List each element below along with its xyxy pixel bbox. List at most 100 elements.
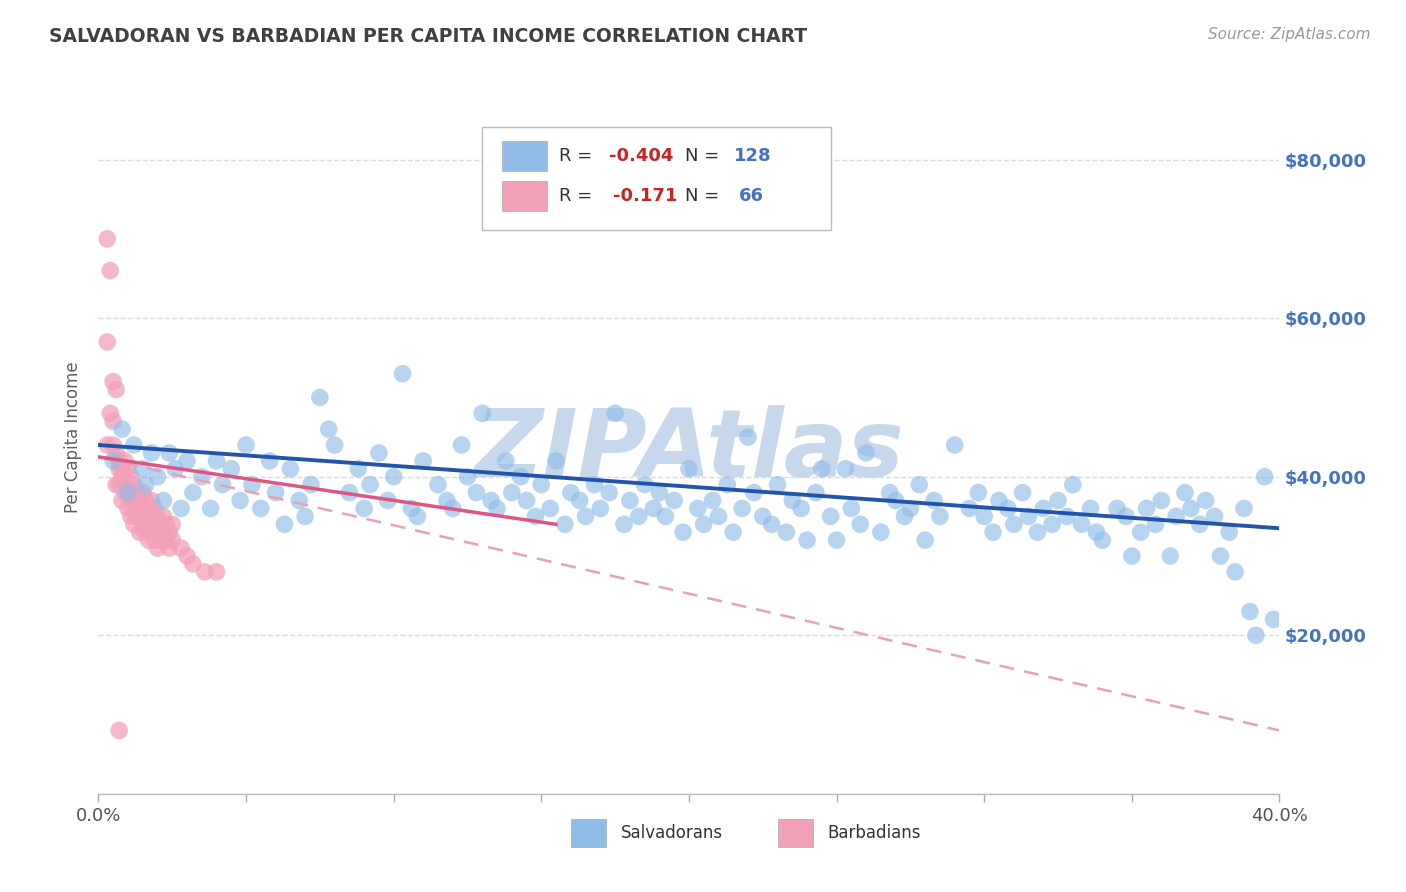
Point (120, 469, 142, 483)
Point (143, 501, 166, 516)
Point (288, 493, 311, 508)
Point (120, 509, 142, 524)
Point (157, 446, 180, 460)
Point (280, 462, 302, 476)
Point (643, 501, 665, 516)
Point (128, 509, 150, 524)
FancyBboxPatch shape (502, 141, 547, 171)
Point (264, 485, 287, 500)
Point (524, 509, 547, 524)
Point (117, 462, 139, 476)
Point (111, 462, 134, 476)
Point (157, 541, 180, 555)
Point (1002, 517, 1025, 532)
Point (412, 454, 434, 468)
Point (1121, 549, 1143, 563)
Point (105, 383, 128, 397)
Point (250, 501, 273, 516)
Point (194, 565, 217, 579)
Point (103, 414, 125, 428)
Point (1129, 525, 1152, 540)
Point (1011, 485, 1033, 500)
Point (1209, 549, 1232, 563)
Text: Barbadians: Barbadians (827, 824, 921, 842)
Point (1159, 549, 1181, 563)
Point (766, 477, 789, 491)
Text: SALVADORAN VS BARBADIAN PER CAPITA INCOME CORRELATION CHART: SALVADORAN VS BARBADIAN PER CAPITA INCOM… (49, 27, 807, 45)
Point (973, 509, 995, 524)
Point (108, 462, 131, 476)
Point (240, 477, 263, 491)
Point (1195, 493, 1218, 508)
Point (401, 501, 423, 516)
Point (108, 454, 131, 468)
Point (347, 462, 370, 476)
Point (108, 477, 131, 491)
Point (170, 541, 193, 555)
Point (1233, 501, 1256, 516)
Text: -0.404: -0.404 (609, 147, 673, 165)
Point (181, 557, 204, 571)
FancyBboxPatch shape (482, 127, 831, 230)
Point (141, 525, 163, 540)
Point (157, 525, 180, 540)
Point (117, 485, 139, 500)
Point (299, 477, 322, 491)
Point (457, 469, 479, 483)
Point (98, 406, 121, 420)
Point (149, 517, 172, 532)
Point (465, 485, 488, 500)
Point (672, 525, 695, 540)
Point (146, 541, 169, 555)
Point (191, 469, 214, 483)
Point (988, 493, 1011, 508)
Point (427, 477, 450, 491)
Text: Salvadorans: Salvadorans (620, 824, 723, 842)
Point (1040, 517, 1063, 532)
Point (176, 549, 198, 563)
Y-axis label: Per Capita Income: Per Capita Income (65, 361, 83, 513)
Point (114, 477, 136, 491)
FancyBboxPatch shape (571, 819, 606, 847)
Point (501, 485, 523, 500)
Point (914, 533, 936, 548)
Point (122, 517, 145, 532)
Text: ZIPAtlas: ZIPAtlas (474, 405, 904, 498)
Point (943, 438, 966, 452)
Point (716, 477, 738, 491)
Point (825, 533, 848, 548)
Text: Source: ZipAtlas.com: Source: ZipAtlas.com (1208, 27, 1371, 42)
Point (235, 438, 257, 452)
Point (117, 485, 139, 500)
Point (654, 509, 676, 524)
Point (790, 501, 813, 516)
Point (1254, 469, 1277, 483)
Point (96, 334, 118, 349)
Point (155, 533, 177, 548)
Point (1062, 477, 1084, 491)
Text: -0.171: -0.171 (613, 187, 678, 205)
Point (627, 509, 650, 524)
Point (546, 454, 568, 468)
Point (775, 525, 797, 540)
Point (259, 454, 281, 468)
Point (605, 406, 627, 420)
Point (1032, 501, 1054, 516)
Point (96, 232, 118, 246)
Point (554, 517, 576, 532)
Point (583, 477, 606, 491)
Point (132, 485, 155, 500)
Point (105, 446, 128, 460)
Point (598, 485, 620, 500)
Point (125, 501, 148, 516)
Point (479, 493, 502, 508)
Point (1239, 605, 1261, 619)
Point (146, 509, 169, 524)
Point (752, 509, 775, 524)
Point (132, 462, 155, 476)
Point (761, 517, 783, 532)
Point (162, 533, 183, 548)
Point (103, 375, 125, 389)
Point (353, 501, 375, 516)
Point (122, 438, 145, 452)
